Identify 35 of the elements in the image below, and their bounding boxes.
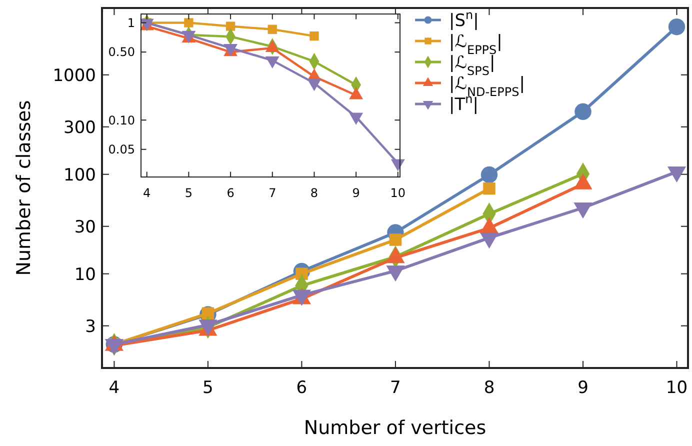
y-axis-title: Number of classes bbox=[13, 100, 35, 276]
point bbox=[226, 22, 236, 31]
y-tick-label: 3 bbox=[85, 316, 96, 337]
x-tick-label: 10 bbox=[390, 186, 406, 200]
x-tick-label: 9 bbox=[352, 186, 360, 200]
point bbox=[310, 31, 319, 41]
x-tick-label: 8 bbox=[484, 378, 495, 398]
x-tick-label: 10 bbox=[666, 378, 688, 398]
point bbox=[265, 56, 280, 68]
y-tick-label: 1000 bbox=[52, 66, 96, 86]
point bbox=[307, 79, 322, 92]
x-tick-label: 8 bbox=[310, 186, 318, 200]
point bbox=[390, 159, 405, 172]
x-tick-label: 9 bbox=[578, 378, 588, 398]
x-tick-label: 5 bbox=[202, 378, 214, 398]
legend-label: |S$^{n}$| bbox=[449, 8, 479, 31]
point bbox=[349, 112, 364, 125]
x-tick-label: 4 bbox=[143, 186, 151, 200]
x-tick-label: 6 bbox=[296, 378, 308, 398]
y-tick-label: 0.05 bbox=[108, 142, 135, 157]
y-tick-label: 100 bbox=[64, 165, 96, 186]
x-tick-label: 6 bbox=[226, 186, 234, 200]
x-tick-label: 7 bbox=[268, 186, 276, 200]
y-tick-label: 10 bbox=[74, 264, 96, 285]
y-tick-label: 0.10 bbox=[108, 113, 135, 128]
x-tick-label: 5 bbox=[184, 186, 193, 200]
point bbox=[268, 24, 277, 34]
point bbox=[184, 18, 194, 28]
y-tick-label: 30 bbox=[74, 217, 96, 238]
y-tick-label: 1 bbox=[127, 16, 135, 30]
x-tick-label: 7 bbox=[390, 378, 401, 398]
x-tick-label: 4 bbox=[108, 378, 120, 398]
y-tick-label: 0.50 bbox=[108, 45, 135, 60]
x-axis-title: Number of vertices bbox=[304, 417, 486, 439]
y-tick-label: 300 bbox=[64, 118, 96, 138]
